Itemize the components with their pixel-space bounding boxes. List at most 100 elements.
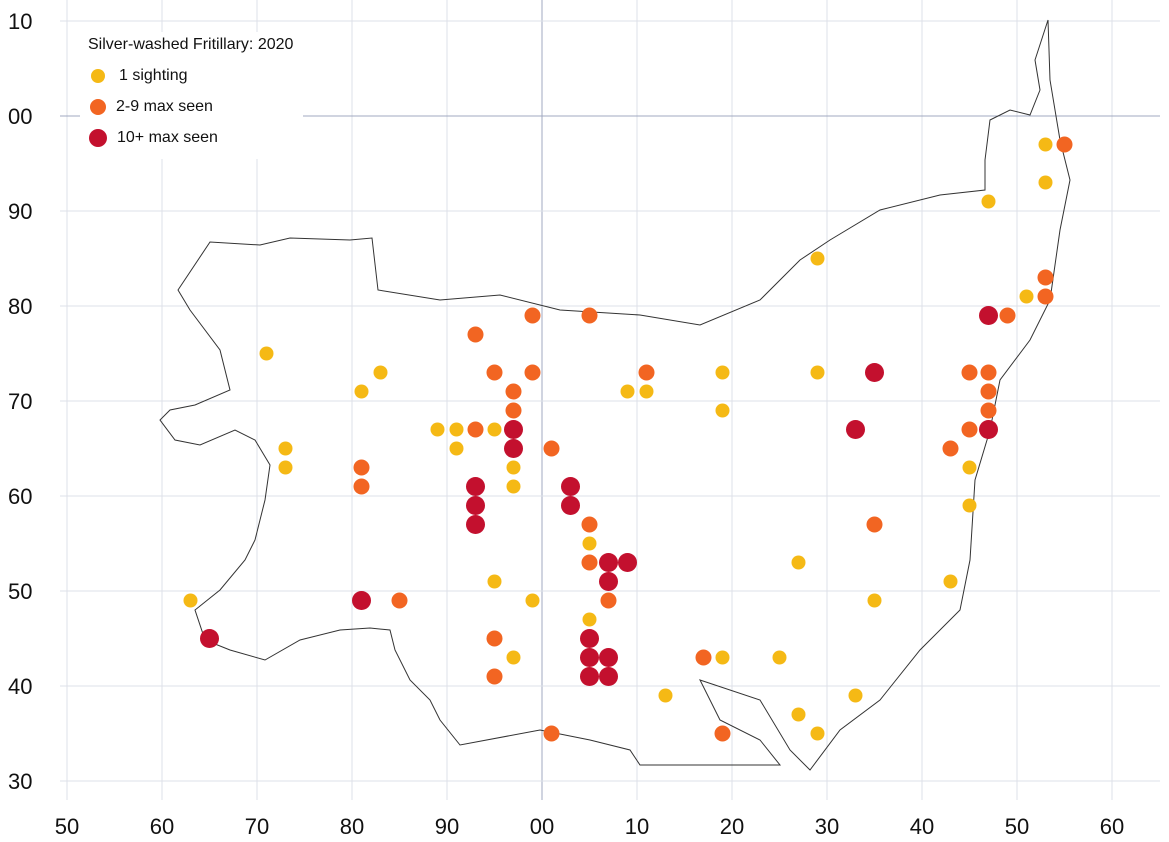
sighting-dot bbox=[715, 650, 730, 665]
sighting-dot bbox=[580, 667, 599, 686]
grid-lines bbox=[60, 0, 1160, 800]
sighting-dot bbox=[962, 460, 977, 475]
sighting-dot bbox=[581, 554, 598, 571]
sighting-dot bbox=[846, 420, 865, 439]
sighting-dot bbox=[505, 402, 522, 419]
sighting-dot bbox=[866, 516, 883, 533]
x-tick-label: 30 bbox=[815, 814, 839, 839]
county-outline bbox=[159, 19, 1071, 771]
sighting-dot bbox=[599, 667, 618, 686]
sighting-dot bbox=[979, 420, 998, 439]
sighting-dot bbox=[466, 477, 485, 496]
sighting-dot bbox=[714, 725, 731, 742]
sighting-dot bbox=[449, 422, 464, 437]
y-tick-label: 70 bbox=[8, 389, 32, 414]
sighting-dot bbox=[352, 591, 371, 610]
sighting-dot bbox=[848, 688, 863, 703]
sighting-dot bbox=[1037, 269, 1054, 286]
sighting-dot bbox=[980, 383, 997, 400]
sighting-dot bbox=[791, 707, 806, 722]
y-tick-label: 40 bbox=[8, 674, 32, 699]
sighting-dot bbox=[980, 402, 997, 419]
sighting-dot bbox=[867, 593, 882, 608]
sighting-dot bbox=[278, 460, 293, 475]
sighting-dot bbox=[506, 650, 521, 665]
y-tick-label: 10 bbox=[8, 9, 32, 34]
sighting-dot bbox=[486, 630, 503, 647]
sighting-dot bbox=[525, 593, 540, 608]
sighting-dot bbox=[543, 725, 560, 742]
y-tick-label: 30 bbox=[8, 769, 32, 794]
sighting-dot bbox=[979, 306, 998, 325]
red-dot-icon bbox=[89, 128, 107, 147]
sighting-dot bbox=[278, 441, 293, 456]
x-tick-label: 70 bbox=[245, 814, 269, 839]
x-tick-label: 40 bbox=[910, 814, 934, 839]
sighting-dot bbox=[865, 363, 884, 382]
sighting-dot bbox=[942, 440, 959, 457]
sighting-dot bbox=[618, 553, 637, 572]
sighting-dot bbox=[486, 668, 503, 685]
sighting-dot bbox=[430, 422, 445, 437]
yellow-dot-icon bbox=[91, 68, 105, 83]
sighting-dot bbox=[487, 574, 502, 589]
y-tick-label: 60 bbox=[8, 484, 32, 509]
sighting-dots bbox=[183, 136, 1073, 742]
sighting-dot bbox=[961, 364, 978, 381]
sighting-dot bbox=[599, 572, 618, 591]
sighting-dot bbox=[810, 251, 825, 266]
x-tick-label: 60 bbox=[1100, 814, 1124, 839]
sighting-dot bbox=[524, 307, 541, 324]
sighting-dot bbox=[582, 536, 597, 551]
y-tick-label: 80 bbox=[8, 294, 32, 319]
sighting-dot bbox=[466, 496, 485, 515]
sighting-dot bbox=[561, 496, 580, 515]
sighting-dot bbox=[1019, 289, 1034, 304]
legend-item-1-sighting: 1 sighting bbox=[88, 60, 293, 91]
sighting-dot bbox=[791, 555, 806, 570]
sighting-dot bbox=[810, 365, 825, 380]
sighting-dot bbox=[715, 403, 730, 418]
legend-label: 1 sighting bbox=[119, 66, 188, 84]
sighting-dot bbox=[1037, 288, 1054, 305]
sighting-dot bbox=[810, 726, 825, 741]
sighting-dot bbox=[1038, 175, 1053, 190]
legend: Silver-washed Fritillary: 2020 1 sightin… bbox=[80, 32, 304, 159]
sighting-dot bbox=[980, 364, 997, 381]
x-tick-label: 20 bbox=[720, 814, 744, 839]
legend-item-10-plus: 10+ max seen bbox=[88, 122, 293, 153]
sighting-dot bbox=[772, 650, 787, 665]
sighting-dot bbox=[962, 498, 977, 513]
sighting-dot bbox=[715, 365, 730, 380]
sighting-dot bbox=[353, 478, 370, 495]
sighting-dot bbox=[467, 326, 484, 343]
legend-label: 2-9 max seen bbox=[116, 97, 213, 115]
sighting-dot bbox=[639, 384, 654, 399]
legend-label: 10+ max seen bbox=[117, 128, 218, 146]
sighting-dot bbox=[466, 515, 485, 534]
sighting-dot bbox=[561, 477, 580, 496]
sighting-dot bbox=[658, 688, 673, 703]
legend-item-2-9: 2-9 max seen bbox=[88, 91, 293, 122]
sighting-dot bbox=[999, 307, 1016, 324]
sighting-dot bbox=[504, 420, 523, 439]
sighting-dot bbox=[486, 364, 503, 381]
sighting-dot bbox=[638, 364, 655, 381]
sighting-dot bbox=[599, 648, 618, 667]
sighting-dot bbox=[504, 439, 523, 458]
sighting-dot bbox=[1038, 137, 1053, 152]
x-tick-label: 50 bbox=[1005, 814, 1029, 839]
sighting-dot bbox=[353, 459, 370, 476]
legend-title: Silver-washed Fritillary: 2020 bbox=[88, 36, 294, 53]
sighting-dot bbox=[505, 383, 522, 400]
sighting-dot bbox=[373, 365, 388, 380]
sighting-dot bbox=[695, 649, 712, 666]
sighting-dot bbox=[620, 384, 635, 399]
sighting-dot bbox=[581, 516, 598, 533]
sighting-dot bbox=[981, 194, 996, 209]
sighting-dot bbox=[354, 384, 369, 399]
sighting-dot bbox=[961, 421, 978, 438]
sighting-dot bbox=[580, 629, 599, 648]
sighting-dot bbox=[183, 593, 198, 608]
y-tick-label: 50 bbox=[8, 579, 32, 604]
